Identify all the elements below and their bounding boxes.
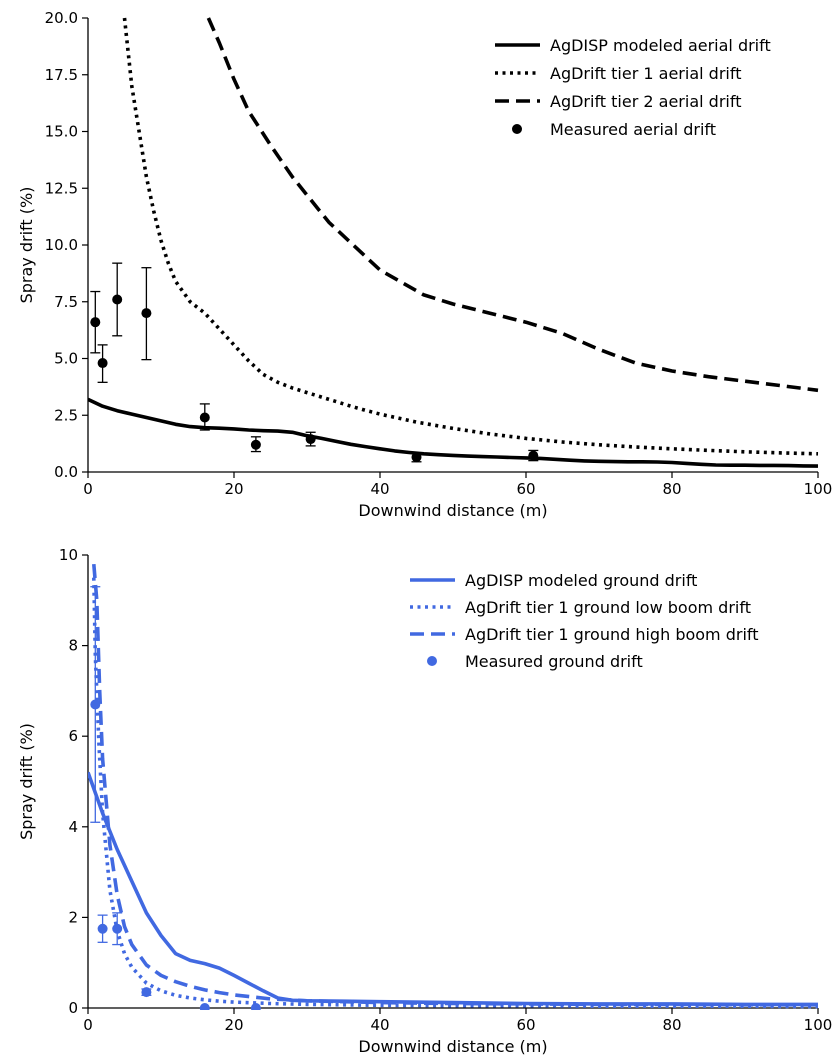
x-tick-label: 100 bbox=[804, 1016, 833, 1034]
x-axis-label: Downwind distance (m) bbox=[358, 1037, 547, 1056]
measured-point bbox=[250, 439, 261, 450]
measured-point bbox=[199, 1003, 210, 1010]
y-tick-label: 10.0 bbox=[45, 236, 78, 254]
measured-point bbox=[141, 987, 152, 998]
legend-marker bbox=[427, 656, 437, 666]
y-tick-label: 20.0 bbox=[45, 9, 78, 27]
legend-label: AgDISP modeled aerial drift bbox=[550, 36, 771, 55]
series-line bbox=[88, 771, 818, 1007]
y-tick-label: 15.0 bbox=[45, 123, 78, 141]
series-line bbox=[122, 17, 819, 456]
measured-point bbox=[411, 452, 422, 463]
aerial-drift-chart: 0 20 40 60 80 100 0.0 2.5 5.0 7.5 10.0 12.5 15.0 17.5… bbox=[17, 9, 832, 520]
measured-point bbox=[199, 412, 210, 423]
x-tick-label: 0 bbox=[83, 1016, 93, 1034]
measured-point bbox=[305, 434, 316, 445]
series-line bbox=[206, 17, 819, 393]
x-tick-label: 40 bbox=[370, 1016, 389, 1034]
x-tick-label: 60 bbox=[516, 480, 535, 498]
y-tick-label: 10 bbox=[59, 546, 78, 564]
legend-label: AgDISP modeled ground drift bbox=[465, 571, 697, 590]
y-tick-label: 8 bbox=[68, 637, 78, 655]
y-tick-label: 12.5 bbox=[45, 179, 78, 197]
y-tick-label: 2 bbox=[68, 908, 78, 926]
measured-point bbox=[90, 317, 101, 328]
measured-point bbox=[97, 923, 108, 934]
measured-point bbox=[112, 923, 123, 934]
x-tick-label: 80 bbox=[662, 1016, 681, 1034]
x-tick-label: 20 bbox=[224, 480, 243, 498]
series-line bbox=[92, 563, 818, 1007]
legend: AgDISP modeled aerial drift AgDrift tier … bbox=[495, 36, 771, 139]
y-tick-label: 17.5 bbox=[45, 66, 78, 84]
y-tick-label: 2.5 bbox=[54, 406, 78, 424]
legend-label: AgDrift tier 1 ground high boom drift bbox=[465, 625, 759, 644]
measured-point bbox=[528, 450, 539, 461]
legend-label: AgDrift tier 1 aerial drift bbox=[550, 64, 741, 83]
plot-area bbox=[88, 17, 819, 468]
measured-point bbox=[90, 699, 101, 710]
y-axis-label: Spray drift (%) bbox=[17, 187, 36, 304]
measured-point bbox=[112, 294, 123, 305]
y-tick-label: 0.0 bbox=[54, 463, 78, 481]
x-tick-label: 100 bbox=[804, 480, 833, 498]
legend-label: AgDrift tier 2 aerial drift bbox=[550, 92, 741, 111]
measured-point bbox=[97, 358, 108, 369]
y-axis-label: Spray drift (%) bbox=[17, 723, 36, 840]
legend: AgDISP modeled ground drift AgDrift tier … bbox=[410, 571, 759, 671]
y-tick-label: 4 bbox=[68, 818, 78, 836]
measured-point bbox=[141, 308, 152, 319]
x-tick-label: 20 bbox=[224, 1016, 243, 1034]
plot-area bbox=[88, 563, 819, 1010]
x-tick-label: 40 bbox=[370, 480, 389, 498]
x-tick-label: 0 bbox=[83, 480, 93, 498]
y-tick-label: 6 bbox=[68, 727, 78, 745]
measured-point bbox=[250, 1003, 261, 1010]
y-tick-label: 7.5 bbox=[54, 293, 78, 311]
legend-label: AgDrift tier 1 ground low boom drift bbox=[465, 598, 751, 617]
series-line bbox=[88, 397, 819, 468]
x-tick-label: 80 bbox=[662, 480, 681, 498]
ground-drift-chart: 0 20 40 60 80 100 0 2 4 6 8 10 Downwind distance (m)… bbox=[17, 546, 832, 1056]
legend-label: Measured ground drift bbox=[465, 652, 643, 671]
legend-marker bbox=[512, 124, 522, 134]
x-axis-label: Downwind distance (m) bbox=[358, 501, 547, 520]
y-tick-label: 0 bbox=[68, 999, 78, 1017]
y-tick-label: 5.0 bbox=[54, 350, 78, 368]
legend-label: Measured aerial drift bbox=[550, 120, 716, 139]
x-tick-label: 60 bbox=[516, 1016, 535, 1034]
